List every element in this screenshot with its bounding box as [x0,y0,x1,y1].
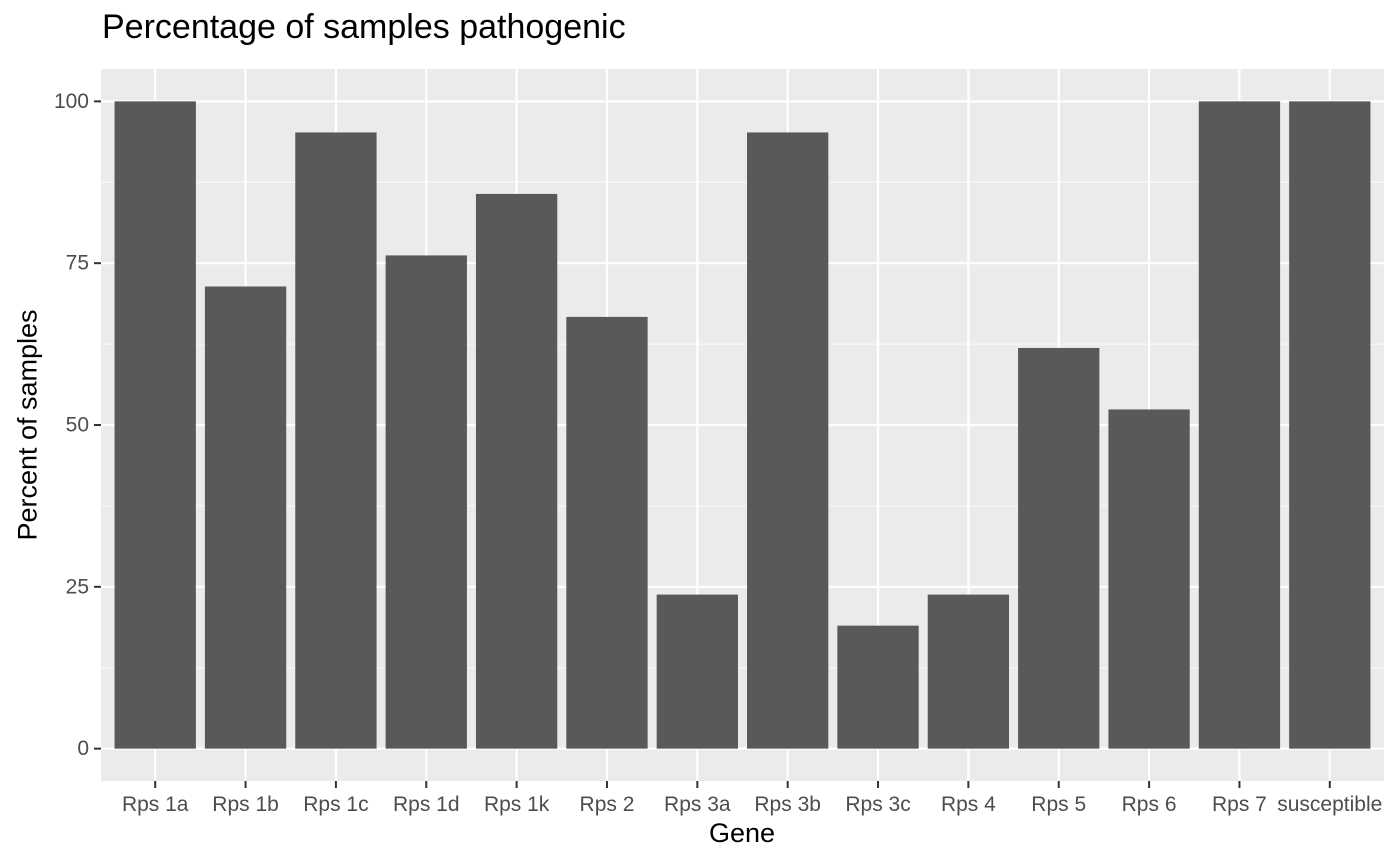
x-tick-label: Rps 5 [1031,793,1086,816]
y-tick-label: 25 [66,575,89,598]
x-axis: Rps 1a Rps 1b Rps 1c Rps 1d Rps 1k Rps 2 Rps 3… [122,781,1382,816]
bar-rps-1k [475,193,558,749]
bar-rps-2 [566,316,648,749]
x-tick-label: Rps 3b [754,793,821,816]
y-tick-label: 100 [54,90,89,113]
x-tick-label: Rps 6 [1122,793,1177,816]
bar-rps-1d [385,255,467,749]
y-tick-label: 0 [77,737,89,760]
bar-rps-1b [204,286,287,749]
bar-rps-3a [656,594,738,749]
x-tick-label: Rps 7 [1212,793,1267,816]
bar-rps-3c [837,625,919,749]
y-tick-label: 75 [66,252,89,275]
bar-susceptible [1289,101,1371,749]
x-tick-label: Rps 1d [393,793,460,816]
y-axis: 0 25 50 75 100 [54,90,101,760]
chart-title: Percentage of samples pathogenic [102,8,626,46]
x-tick-label: Rps 1a [122,793,189,816]
x-tick-label: Rps 1c [303,793,368,816]
bar-rps-1c [295,132,377,749]
x-tick-label: Rps 1b [212,793,279,816]
y-tick-label: 50 [66,414,89,437]
bar-rps-4 [927,594,1010,749]
bar-rps-6 [1108,409,1190,749]
x-tick-label: Rps 3c [845,793,910,816]
x-tick-label: Rps 4 [941,793,996,816]
x-axis-label: Gene [708,818,776,848]
bar-rps-5 [1018,347,1100,749]
x-tick-label: Rps 3a [664,793,731,816]
bar-rps-3b [747,132,829,749]
x-tick-label: susceptible [1277,793,1382,816]
x-tick-label: Rps 1k [484,793,550,816]
bar-rps-7 [1198,101,1281,749]
bar-rps-1a [114,101,196,749]
x-tick-label: Rps 2 [580,793,635,816]
bars [114,101,1371,749]
